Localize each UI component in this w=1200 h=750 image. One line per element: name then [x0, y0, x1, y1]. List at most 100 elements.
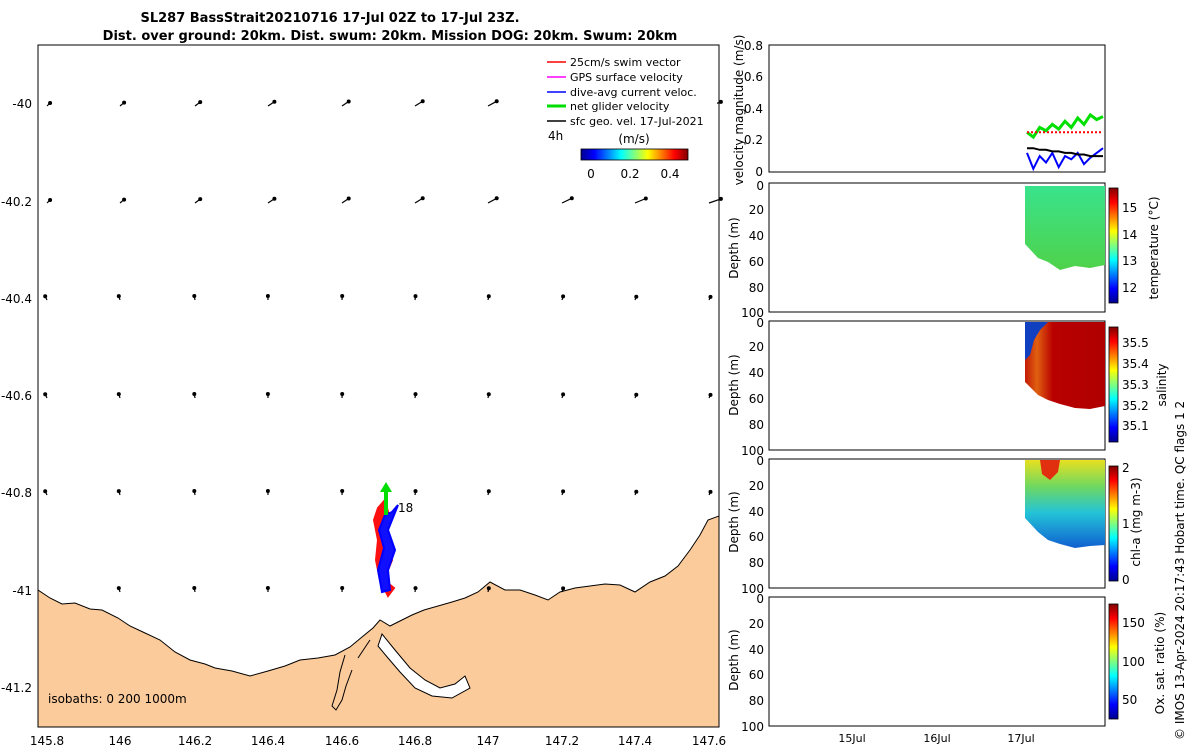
svg-text:35.5: 35.5	[1122, 336, 1149, 350]
svg-text:0: 0	[756, 592, 764, 606]
current-vector-head	[122, 100, 127, 105]
isobaths-label: isobaths: 0 200 1000m	[48, 692, 187, 706]
current-vector-head	[43, 489, 48, 494]
temp-cbar-label: temperature (°C)	[1147, 197, 1161, 300]
current-vector-head	[413, 489, 418, 494]
map-frame	[37, 44, 720, 728]
current-vector-head	[265, 586, 270, 590]
svg-text:35.3: 35.3	[1122, 378, 1149, 392]
current-vector-head	[561, 392, 566, 397]
chla-section	[1025, 460, 1105, 548]
oxygen-colorbar	[1108, 603, 1119, 720]
current-vector-head	[265, 392, 270, 396]
svg-text:100: 100	[1122, 655, 1145, 669]
current-vector-head	[486, 392, 491, 397]
map-x-tick: 147.2	[545, 734, 579, 748]
legend-interval: 4h	[548, 129, 563, 143]
svg-text:60: 60	[749, 668, 764, 682]
temp-cbar-tick: 13	[1122, 254, 1137, 268]
current-vector-head	[413, 392, 418, 397]
map-y-tick: -41	[12, 584, 32, 598]
title-line-1: SL287 BassStrait20210716 17-Jul 02Z to 1…	[140, 11, 519, 26]
map-y-tick: -41.2	[1, 681, 32, 695]
time-tick-17jul: 17Jul	[1007, 732, 1034, 745]
land-mass	[38, 515, 719, 727]
current-vector-head	[48, 101, 53, 105]
current-vector-head	[43, 392, 48, 397]
temp-cbar-tick: 14	[1122, 228, 1137, 242]
legend-item-dive-avg: dive-avg current veloc.	[547, 86, 697, 99]
svg-text:GPS surface velocity: GPS surface velocity	[570, 71, 683, 84]
colorbar-tick-0: 0	[587, 167, 595, 181]
map-x-tick: 146	[109, 734, 132, 748]
current-vector-head	[708, 489, 713, 494]
current-vector-head	[718, 196, 723, 201]
current-vector-track	[376, 504, 399, 594]
svg-text:20: 20	[749, 340, 764, 354]
current-vector-field	[43, 99, 723, 593]
oxygen-y-label: Depth (m)	[727, 629, 741, 690]
current-vector-head	[340, 489, 345, 493]
svg-text:80: 80	[749, 556, 764, 570]
temp-cbar-tick: 12	[1122, 281, 1137, 295]
title-line-2: Dist. over ground: 20km. Dist. swum: 20k…	[103, 29, 678, 44]
svg-text:35.2: 35.2	[1122, 399, 1149, 413]
svg-text:100: 100	[741, 444, 764, 458]
temp-cbar-tick: 15	[1122, 201, 1137, 215]
velocity-series-line	[1026, 147, 1104, 172]
current-vector-head	[198, 100, 203, 105]
map-x-tick: 146.4	[251, 734, 285, 748]
svg-text:sfc geo. vel. 17-Jul-2021: sfc geo. vel. 17-Jul-2021	[570, 115, 704, 128]
svg-text:150: 150	[1122, 616, 1145, 630]
map-legend: 25cm/s swim vector GPS surface velocity …	[545, 56, 717, 181]
current-vector-head	[486, 586, 491, 591]
current-vector-head	[340, 586, 345, 590]
temperature-section	[1025, 186, 1105, 270]
map-y-tick: -40.8	[1, 486, 32, 500]
colorbar-tick-1: 0.2	[620, 167, 639, 181]
svg-text:1: 1	[1122, 517, 1130, 531]
colorbar-tick-2: 0.4	[660, 167, 679, 181]
map-x-tick: 145.8	[30, 734, 64, 748]
current-vector-head	[643, 196, 648, 201]
map-y-tick: -40	[12, 97, 32, 111]
svg-text:100: 100	[741, 582, 764, 596]
map-y-tick: -40.4	[1, 292, 32, 306]
chart-title: SL287 BassStrait20210716 17-Jul 02Z to 1…	[103, 11, 678, 44]
glider-track: 18	[372, 482, 413, 598]
svg-text:0: 0	[756, 454, 764, 468]
current-vector-head	[346, 196, 351, 201]
time-tick-15jul: 15Jul	[838, 732, 865, 745]
current-vector-head	[413, 294, 418, 299]
map-x-axis: 145.8 146 146.2 146.4 146.6 146.8 147 14…	[30, 734, 726, 748]
salinity-panel: 35.1 35.2 35.3 35.4 35.5 salinity 0 20 4…	[727, 316, 1169, 458]
svg-text:40: 40	[749, 505, 764, 519]
svg-text:60: 60	[749, 530, 764, 544]
vel-y-tick: 0.2	[744, 133, 763, 147]
current-vector-head	[192, 294, 197, 298]
current-vector-head	[116, 489, 121, 494]
svg-text:40: 40	[749, 643, 764, 657]
map-x-tick: 147.4	[618, 734, 652, 748]
vel-y-tick: 0.6	[744, 70, 763, 84]
current-vector-head	[192, 392, 197, 396]
current-vector-head	[494, 99, 499, 104]
current-vector-head	[198, 197, 203, 202]
map-x-tick: 146.2	[178, 734, 212, 748]
svg-text:0: 0	[756, 316, 764, 330]
current-vector-head	[192, 586, 197, 590]
svg-text:60: 60	[749, 392, 764, 406]
current-vector-head	[43, 294, 48, 299]
current-vector-head	[413, 586, 418, 591]
current-vector-head	[708, 392, 713, 397]
svg-text:35.1: 35.1	[1122, 419, 1149, 433]
svg-text:80: 80	[749, 694, 764, 708]
current-vector-head	[192, 489, 197, 493]
map-x-tick: 147	[477, 734, 500, 748]
current-vector-head	[116, 392, 121, 397]
current-vector-head	[561, 294, 566, 299]
velocity-series-line	[1026, 112, 1104, 140]
legend-item-gps: GPS surface velocity	[547, 71, 683, 84]
chla-high-patch	[1040, 460, 1060, 480]
salinity-fresh-patch	[1025, 322, 1048, 360]
